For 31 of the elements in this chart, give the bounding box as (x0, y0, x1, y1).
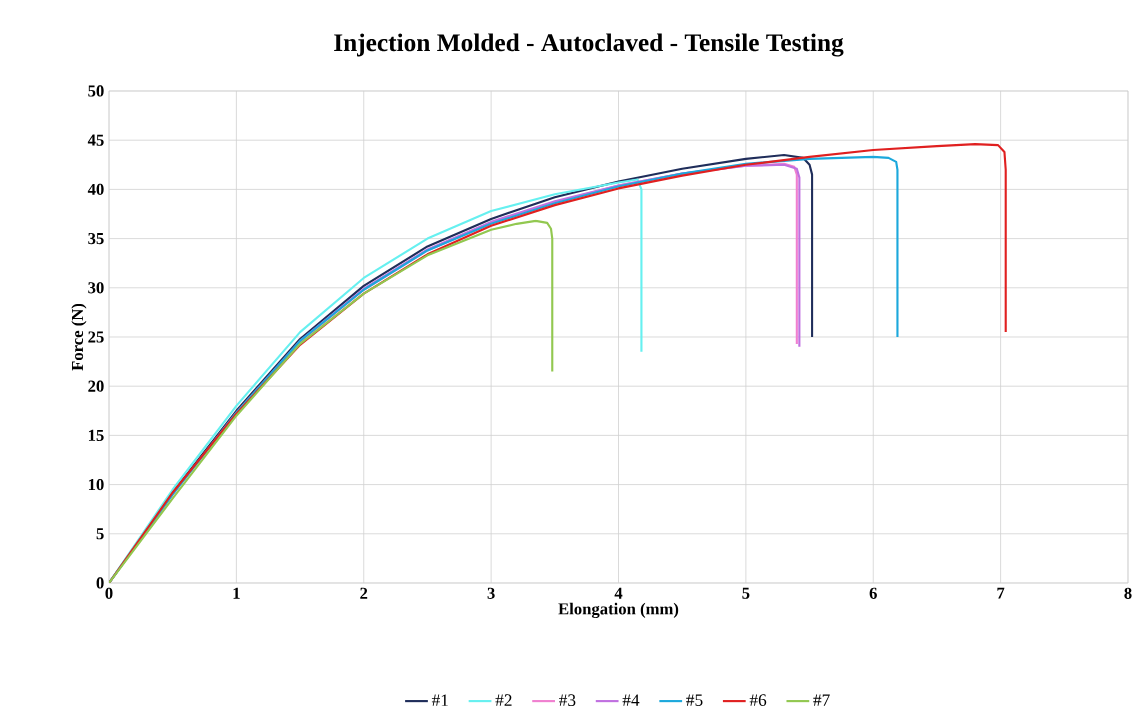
x-tick-label: 6 (869, 587, 877, 599)
y-tick-label: 20 (88, 380, 104, 392)
chart-title: Injection Molded - Autoclaved - Tensile Testing (334, 33, 844, 57)
legend-label: #4 (622, 694, 640, 706)
x-tick-label: 7 (997, 587, 1005, 599)
y-tick-label: 40 (87, 183, 104, 196)
y-tick-label: 25 (88, 331, 104, 343)
x-tick-label: 0 (105, 587, 113, 599)
x-tick-label: 4 (614, 587, 623, 599)
x-axis-title: Elongation (mm) (558, 602, 679, 619)
x-tick-label: 2 (360, 587, 368, 599)
x-tick-label: 5 (742, 587, 750, 599)
legend-label: #5 (686, 694, 703, 706)
legend-label: #1 (431, 694, 448, 706)
y-tick-label: 30 (88, 282, 104, 294)
y-axis-title: Force (N) (71, 303, 87, 371)
y-tick-label: 45 (87, 134, 104, 146)
legend-label: #6 (749, 694, 767, 707)
y-tick-label: 15 (88, 429, 104, 441)
legend-label: #3 (559, 694, 576, 707)
x-tick-label: 1 (233, 587, 240, 599)
y-tick-label: 35 (88, 232, 104, 245)
line-series (109, 219, 554, 583)
y-tick-label: 0 (96, 577, 104, 589)
x-tick-label: 3 (487, 587, 495, 599)
legend-label: #2 (495, 694, 512, 706)
x-tick-label: 8 (1124, 587, 1132, 599)
y-tick-label: 5 (96, 528, 104, 540)
legend-label: #7 (813, 694, 830, 706)
y-tick-label: 10 (88, 478, 104, 491)
y-tick-label: 50 (88, 85, 104, 97)
